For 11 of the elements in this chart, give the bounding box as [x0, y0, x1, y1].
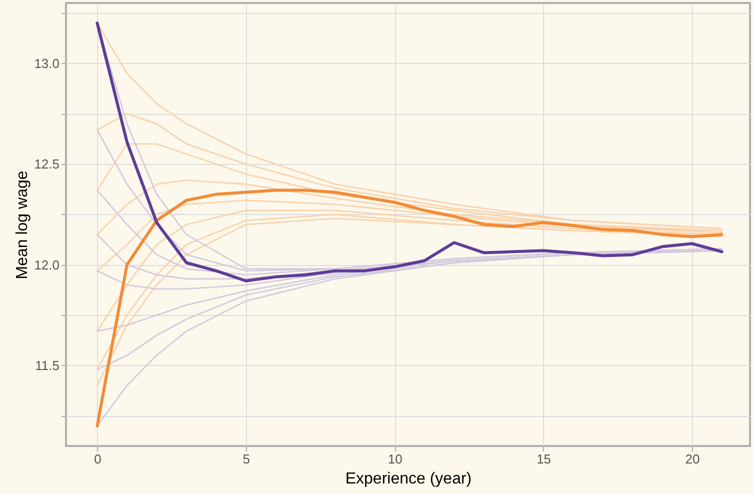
x-tick-label: 10 — [388, 452, 402, 466]
y-tick-label: 13.0 — [34, 56, 60, 71]
y-tick-label: 12.5 — [34, 156, 60, 172]
y-tick-label: 11.5 — [35, 358, 60, 373]
x-axis-title: Experience (year) — [345, 470, 472, 488]
x-tick-label: 5 — [242, 452, 250, 466]
x-tick-label: 0 — [94, 452, 102, 466]
x-tick-label: 20 — [685, 452, 700, 466]
y-tick-label: 12.0 — [34, 257, 60, 272]
x-tick-label: 15 — [536, 452, 552, 466]
y-axis-title: Mean log wage — [14, 170, 32, 280]
